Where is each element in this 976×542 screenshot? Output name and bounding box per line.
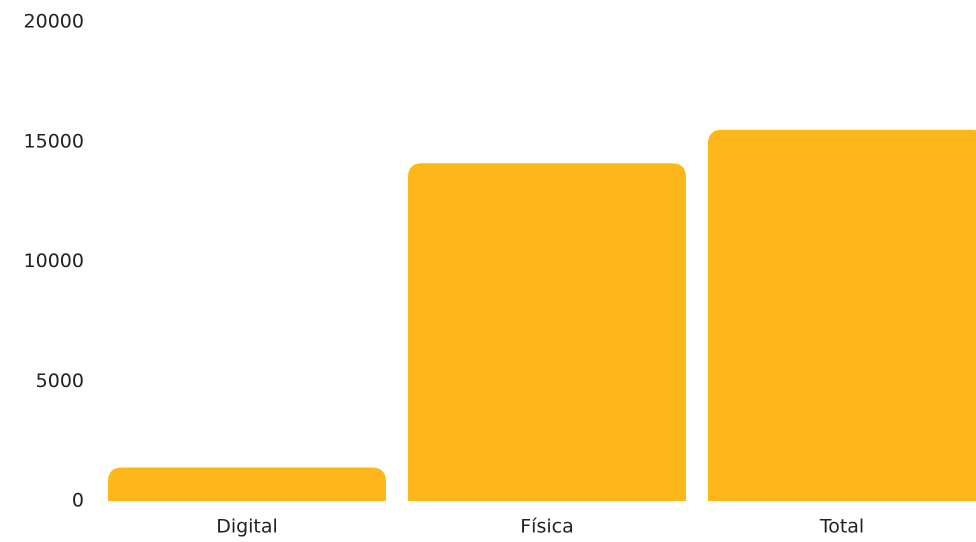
x-tick-label: Digital [216,516,278,538]
y-tick-label: 0 [72,490,84,512]
x-tick-label: Física [520,516,573,538]
y-tick-label: 20000 [24,11,84,33]
y-tick-label: 5000 [36,370,84,392]
bar [408,163,686,501]
bar [108,467,386,501]
x-tick-label: Total [819,516,864,538]
y-tick-label: 10000 [24,250,84,272]
y-tick-label: 15000 [24,130,84,152]
bar [708,129,976,501]
